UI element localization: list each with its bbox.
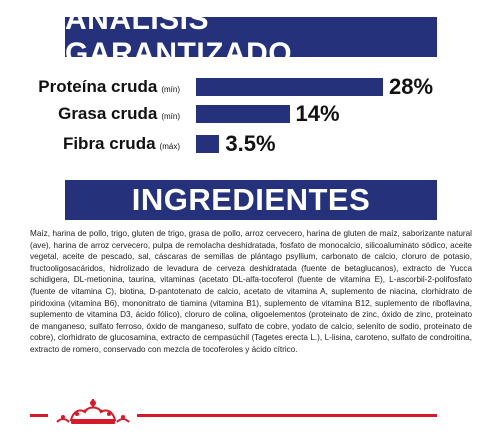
- analysis-title-banner: ANÁLISIS GARANTIZADO: [65, 3, 437, 70]
- crown-icon: [56, 399, 130, 424]
- analysis-bar: [196, 105, 290, 123]
- analysis-row-label: Fibra cruda (máx): [63, 134, 180, 154]
- analysis-row: Grasa cruda (mín): [0, 101, 180, 127]
- analysis-title: ANÁLISIS GARANTIZADO: [65, 3, 293, 70]
- ingredients-text: Maíz, harina de pollo, trigo, gluten de …: [30, 229, 472, 354]
- footer-divider-left: [30, 414, 48, 417]
- nutrient-qualifier: (mín): [161, 112, 180, 121]
- nutrient-name: Fibra cruda: [62, 134, 156, 153]
- analysis-value-label: 14%: [295, 101, 340, 126]
- nutrient-name: Grasa cruda: [58, 104, 158, 123]
- analysis-row: Fibra cruda (máx): [0, 131, 180, 157]
- analysis-row: Proteína cruda (mín): [0, 74, 180, 100]
- analysis-bar: [196, 78, 383, 96]
- analysis-value-label: 3.5%: [225, 131, 276, 156]
- footer-divider-right: [137, 414, 437, 417]
- ingredients-title-banner: INGREDIENTES: [65, 180, 437, 220]
- nutrient-name: Proteína cruda: [38, 77, 158, 96]
- analysis-value-label: 28%: [389, 74, 434, 99]
- nutrient-qualifier: (máx): [159, 142, 180, 151]
- ingredients-title: INGREDIENTES: [131, 182, 371, 217]
- analysis-row-label: Proteína cruda (mín): [38, 77, 180, 97]
- analysis-bar: [196, 135, 220, 153]
- nutrient-qualifier: (mín): [161, 85, 180, 94]
- analysis-row-label: Grasa cruda (mín): [58, 104, 180, 124]
